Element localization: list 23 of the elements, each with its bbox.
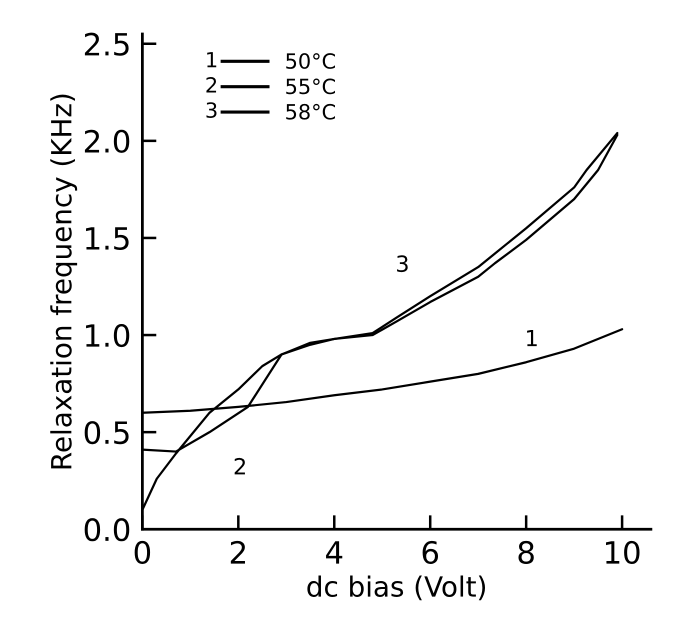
x-axis-title: dc bias (Volt) xyxy=(307,575,486,600)
x-tick-label: 8 xyxy=(518,540,534,564)
x-tick-label: 4 xyxy=(326,541,342,564)
annotation: 2 xyxy=(234,458,245,474)
y-tick-label: 0.5 xyxy=(84,421,129,444)
annotation: 2 xyxy=(206,77,216,92)
annotation: 3 xyxy=(397,255,408,272)
legend-label: 50°C xyxy=(286,53,335,69)
y-axis-title: Relaxation frequency (KHz) xyxy=(50,94,78,468)
annotation: 3 xyxy=(206,102,216,118)
legend-label: 55°C xyxy=(286,78,335,94)
x-tick-label: 10 xyxy=(606,540,640,564)
legend-label: 58°C xyxy=(286,104,335,120)
y-tick-label: 2.0 xyxy=(84,130,130,153)
y-tick-label: 1.0 xyxy=(86,324,130,348)
x-tick-label: 2 xyxy=(230,540,245,564)
annotation: 1 xyxy=(527,330,537,346)
y-tick-label: 1.5 xyxy=(86,227,129,250)
annotation: 1 xyxy=(207,52,216,68)
x-tick-label: 6 xyxy=(422,540,438,564)
y-tick-label: 0.0 xyxy=(84,518,130,542)
x-tick-label: 0 xyxy=(134,540,150,564)
y-tick-label: 2.5 xyxy=(84,32,129,56)
